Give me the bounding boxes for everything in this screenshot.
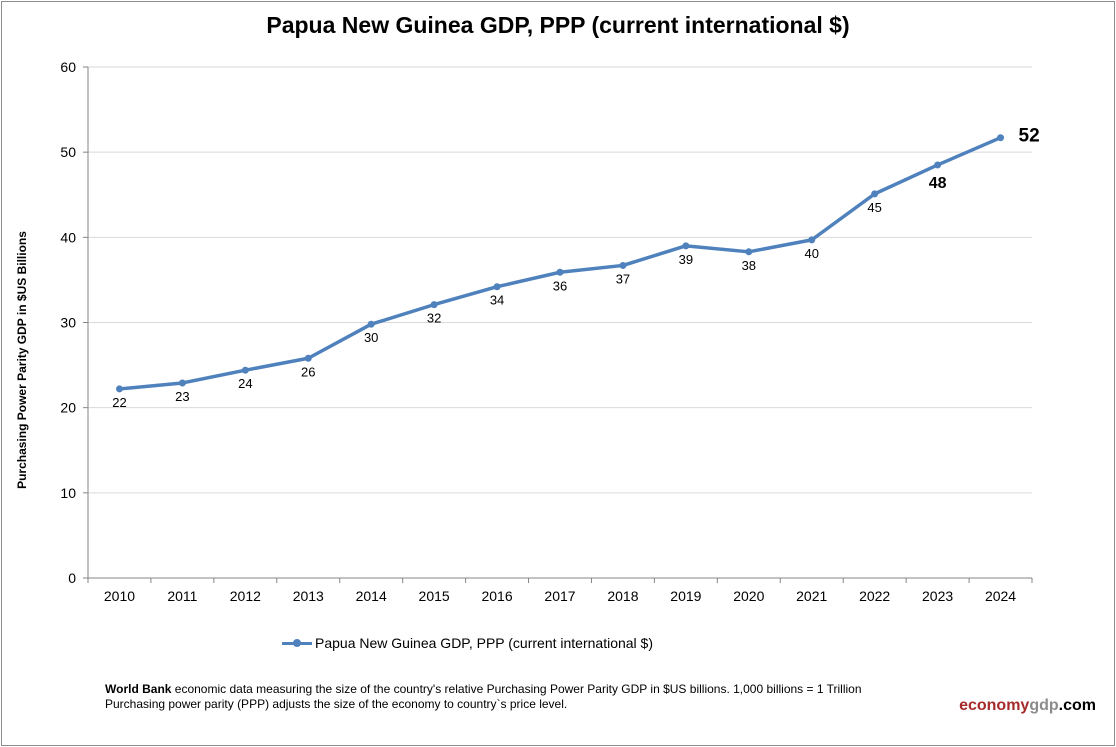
y-tick-label: 60: [60, 59, 76, 75]
data-point: [178, 379, 186, 387]
x-tick-label: 2020: [733, 588, 764, 604]
data-label: 32: [427, 311, 441, 326]
data-label: 30: [364, 330, 378, 345]
x-tick-label: 2014: [356, 588, 387, 604]
brand-logo: economygdp.com: [959, 697, 1096, 715]
data-label: 23: [175, 389, 189, 404]
data-label: 36: [553, 278, 567, 293]
data-label: 40: [804, 246, 818, 261]
footer-line1: economic data measuring the size of the …: [171, 682, 862, 696]
x-tick-label: 2017: [544, 588, 575, 604]
data-point: [682, 242, 690, 250]
data-point: [430, 301, 438, 309]
x-tick-label: 2021: [796, 588, 827, 604]
legend: Papua New Guinea GDP, PPP (current inter…: [282, 635, 653, 651]
data-point: [304, 354, 312, 362]
data-point: [934, 161, 942, 169]
data-label: 37: [616, 271, 630, 286]
y-tick-label: 40: [60, 229, 76, 245]
data-point: [997, 134, 1005, 142]
footer-line2: Purchasing power parity (PPP) adjusts th…: [105, 697, 568, 711]
data-label: 39: [679, 252, 693, 267]
data-point: [808, 236, 816, 244]
x-tick-label: 2022: [859, 588, 890, 604]
x-tick-label: 2024: [985, 588, 1016, 604]
x-tick-label: 2018: [607, 588, 638, 604]
data-label: 24: [238, 376, 252, 391]
data-label: 45: [867, 200, 881, 215]
data-point: [619, 261, 627, 269]
data-label: 38: [742, 258, 756, 273]
x-tick-label: 2012: [230, 588, 261, 604]
x-tick-label: 2016: [481, 588, 512, 604]
x-tick-label: 2023: [922, 588, 953, 604]
footer-source: World Bank: [105, 682, 172, 696]
x-tick-label: 2019: [670, 588, 701, 604]
series-line: [119, 136, 1002, 391]
y-tick-label: 30: [60, 315, 76, 331]
data-point: [871, 190, 879, 198]
data-point: [367, 320, 375, 328]
data-label: 22: [112, 395, 126, 410]
brand-part2: gdp: [1029, 697, 1059, 714]
x-tick-label: 2011: [167, 588, 197, 604]
x-tick-label: 2013: [293, 588, 324, 604]
footer-note: World Bank economic data measuring the s…: [105, 682, 862, 712]
data-point: [241, 366, 249, 374]
x-tick-label: 2015: [419, 588, 450, 604]
y-tick-label: 50: [60, 144, 76, 160]
data-label: 52: [1019, 126, 1040, 147]
data-point: [493, 283, 501, 291]
data-label: 26: [301, 364, 315, 379]
data-label: 48: [929, 175, 947, 192]
brand-part3: .com: [1058, 697, 1096, 714]
x-tick-label: 2010: [104, 588, 135, 604]
y-tick-label: 0: [68, 570, 76, 586]
legend-swatch: [282, 638, 312, 647]
data-point: [745, 248, 753, 256]
legend-label: Papua New Guinea GDP, PPP (current inter…: [315, 635, 654, 651]
data-point: [556, 268, 564, 276]
data-label: 34: [490, 293, 504, 308]
chart-title: Papua New Guinea GDP, PPP (current inter…: [266, 12, 850, 38]
y-tick-label: 20: [60, 400, 76, 416]
brand-part1: economy: [959, 697, 1030, 714]
y-tick-label: 10: [60, 485, 76, 501]
data-point: [115, 385, 123, 393]
